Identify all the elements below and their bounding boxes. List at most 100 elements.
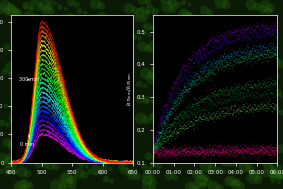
Point xyxy=(186,79,190,82)
Point xyxy=(171,135,175,138)
Point xyxy=(206,150,211,153)
Point xyxy=(104,86,109,89)
Point xyxy=(173,105,178,108)
Point xyxy=(168,126,173,129)
Point xyxy=(194,152,199,155)
Point xyxy=(260,107,264,110)
Point xyxy=(229,36,233,39)
Point xyxy=(130,173,134,176)
Point xyxy=(177,150,182,153)
Point xyxy=(215,50,219,53)
Point xyxy=(203,63,207,66)
Point xyxy=(159,149,164,152)
Point xyxy=(234,30,239,33)
Point xyxy=(168,128,173,131)
Point xyxy=(207,51,211,54)
Point xyxy=(204,106,209,109)
Point xyxy=(222,148,226,151)
Point xyxy=(272,153,276,156)
Point xyxy=(248,53,252,56)
Point xyxy=(259,93,263,96)
Point xyxy=(184,151,188,154)
Point xyxy=(185,17,189,20)
Point xyxy=(206,50,210,53)
Point xyxy=(151,151,155,154)
Point xyxy=(211,153,216,156)
Point xyxy=(271,149,276,153)
Point xyxy=(211,70,216,74)
Point xyxy=(186,84,191,87)
Point xyxy=(203,149,208,152)
Point xyxy=(244,63,248,66)
Point xyxy=(211,117,216,120)
Point xyxy=(169,130,173,133)
Point xyxy=(223,55,228,58)
Point xyxy=(250,53,254,56)
Point xyxy=(247,149,252,152)
Point xyxy=(155,146,160,149)
Point xyxy=(153,152,157,155)
Point xyxy=(173,127,178,130)
Point xyxy=(182,65,186,68)
Point xyxy=(209,150,214,153)
Point xyxy=(272,93,277,96)
Point xyxy=(217,144,222,147)
Point xyxy=(267,87,271,90)
Point xyxy=(247,80,252,83)
Point xyxy=(176,132,180,135)
Point xyxy=(173,102,177,105)
Point xyxy=(168,96,173,99)
Point xyxy=(222,39,227,42)
Point xyxy=(267,50,271,53)
Point xyxy=(174,132,178,135)
Point xyxy=(272,149,276,152)
Point xyxy=(262,46,266,49)
Point xyxy=(170,94,175,97)
Point xyxy=(224,114,229,117)
Point xyxy=(164,118,169,121)
Point xyxy=(182,149,187,152)
Point xyxy=(271,47,275,50)
Point xyxy=(256,105,261,108)
Point xyxy=(235,27,239,30)
Point xyxy=(217,95,221,98)
Point xyxy=(158,117,163,120)
Point xyxy=(235,149,240,153)
Point xyxy=(247,52,252,55)
Point xyxy=(195,60,200,63)
Point xyxy=(217,112,222,115)
Point xyxy=(163,105,167,108)
Point xyxy=(232,39,237,42)
Point xyxy=(170,151,174,154)
Point xyxy=(175,148,179,151)
Point xyxy=(115,138,119,141)
Point xyxy=(211,154,215,157)
Point xyxy=(66,82,70,85)
Point xyxy=(264,56,269,59)
Point xyxy=(218,89,223,92)
Point xyxy=(233,95,238,98)
Point xyxy=(190,83,194,86)
Point xyxy=(49,10,53,13)
Point xyxy=(228,88,232,91)
Point xyxy=(201,155,205,158)
Point xyxy=(156,139,160,142)
Point xyxy=(169,151,173,154)
Point xyxy=(255,110,259,113)
Point xyxy=(216,60,221,63)
Point xyxy=(185,151,190,154)
Point xyxy=(191,153,196,156)
Point xyxy=(269,51,273,54)
Point xyxy=(5,141,9,144)
Point xyxy=(238,54,242,57)
Point xyxy=(244,33,249,36)
Point xyxy=(180,148,185,151)
Point xyxy=(140,45,145,48)
Point xyxy=(177,148,181,151)
Point xyxy=(30,127,35,130)
Point xyxy=(227,59,232,62)
Point xyxy=(207,147,212,150)
Point xyxy=(180,150,185,153)
Point xyxy=(189,152,194,155)
Point xyxy=(182,128,186,131)
